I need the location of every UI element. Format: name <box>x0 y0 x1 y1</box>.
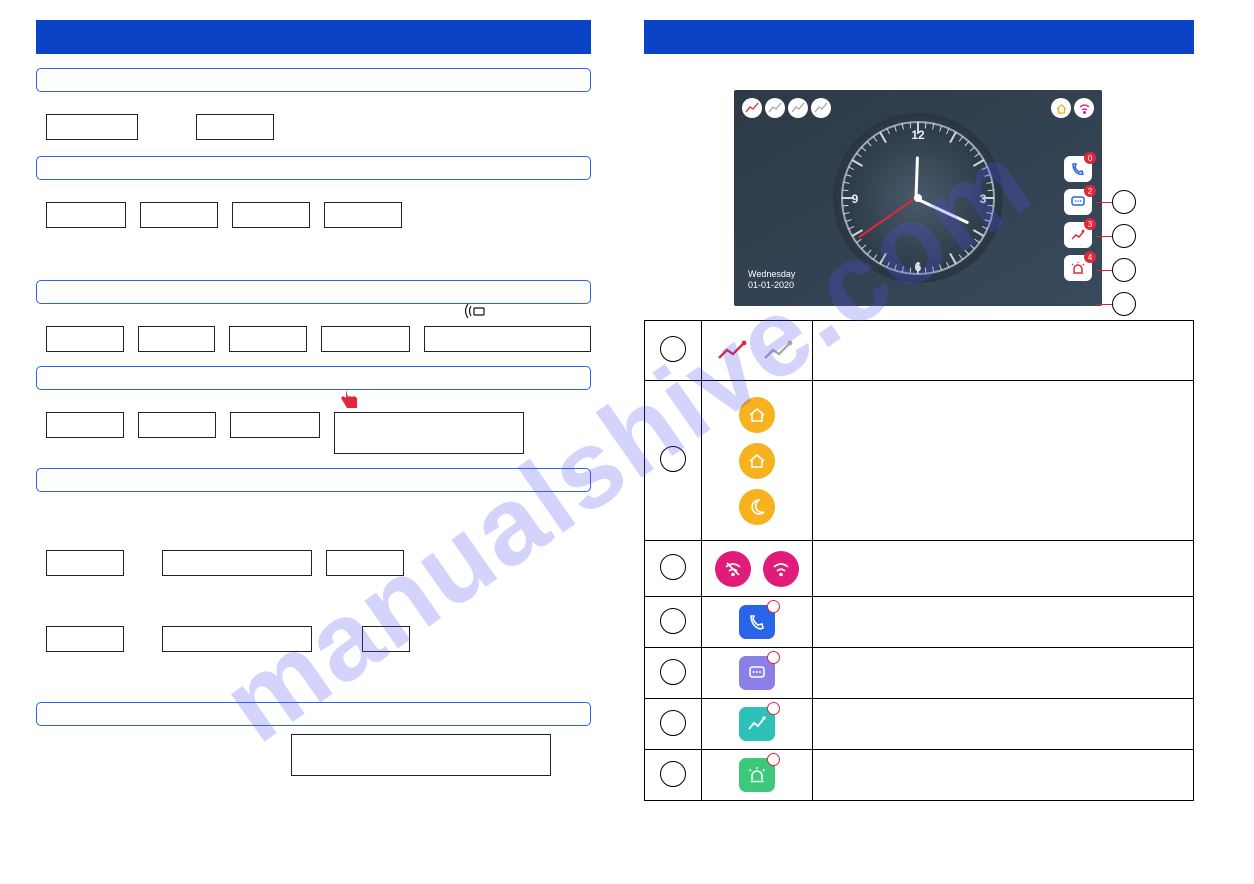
mode-icon <box>765 98 785 118</box>
section-header <box>36 366 591 390</box>
callout-7 <box>1112 292 1136 316</box>
section-header <box>36 68 591 92</box>
field[interactable] <box>424 326 591 352</box>
field[interactable] <box>46 114 138 140</box>
section-header <box>36 280 591 304</box>
side-phone-button[interactable]: 0 <box>1064 156 1092 182</box>
badge <box>767 651 780 664</box>
callout-5 <box>1112 224 1136 248</box>
legend-number <box>660 554 686 580</box>
badge <box>767 600 780 613</box>
field[interactable] <box>229 326 307 352</box>
field[interactable] <box>291 734 551 776</box>
left-banner <box>36 20 591 54</box>
wifi-icon <box>763 551 799 587</box>
side-run-button[interactable]: 3 <box>1064 222 1092 248</box>
side-alarm-button[interactable]: 4 <box>1064 255 1092 281</box>
analog-clock: 12 3 6 9 <box>833 113 1003 283</box>
mode-icon <box>811 98 831 118</box>
device-preview: 12 3 6 9 Wednesday 01-01-2020 0 <box>734 90 1102 306</box>
svg-text:3: 3 <box>980 192 987 206</box>
messages-tile[interactable] <box>739 656 775 690</box>
badge: 2 <box>1084 185 1096 197</box>
svg-text:6: 6 <box>915 260 922 274</box>
section-header <box>36 156 591 180</box>
tap-icon <box>341 390 359 410</box>
right-column: 12 3 6 9 Wednesday 01-01-2020 0 <box>644 20 1194 864</box>
badge: 0 <box>1084 152 1096 164</box>
field[interactable] <box>230 412 320 438</box>
badge: 3 <box>1084 218 1096 230</box>
wifi-icon <box>1074 98 1094 118</box>
scene-away-icon <box>739 443 775 479</box>
legend-number <box>660 336 686 362</box>
left-column <box>36 20 591 864</box>
legend-number <box>660 446 686 472</box>
section-header <box>36 702 591 726</box>
field[interactable] <box>326 550 404 576</box>
run-icon <box>763 340 797 362</box>
badge <box>767 753 780 766</box>
callout-4 <box>1112 190 1136 214</box>
calls-tile[interactable] <box>739 605 775 639</box>
mode-icon <box>742 98 762 118</box>
right-banner <box>644 20 1194 54</box>
svg-text:12: 12 <box>911 128 925 142</box>
badge: 4 <box>1084 251 1096 263</box>
svg-text:9: 9 <box>852 192 859 206</box>
field[interactable] <box>46 202 126 228</box>
legend-number <box>660 710 686 736</box>
field[interactable] <box>46 626 124 652</box>
field[interactable] <box>140 202 218 228</box>
field[interactable] <box>46 550 124 576</box>
device-date: Wednesday 01-01-2020 <box>748 269 795 292</box>
field[interactable] <box>362 626 410 652</box>
activity-tile[interactable] <box>739 707 775 741</box>
field[interactable] <box>138 326 216 352</box>
field[interactable] <box>232 202 310 228</box>
legend-number <box>660 761 686 787</box>
run-icon <box>717 340 751 362</box>
scene-home-icon <box>739 397 775 433</box>
callout-6 <box>1112 258 1136 282</box>
field[interactable] <box>46 326 124 352</box>
wifi-off-icon <box>715 551 751 587</box>
side-message-button[interactable]: 2 <box>1064 189 1092 215</box>
field[interactable] <box>321 326 410 352</box>
mode-icon <box>788 98 808 118</box>
legend-number <box>660 608 686 634</box>
icon-legend-table <box>644 320 1194 801</box>
field[interactable] <box>334 412 524 454</box>
field[interactable] <box>324 202 402 228</box>
field[interactable] <box>46 412 124 438</box>
field[interactable] <box>196 114 274 140</box>
scene-night-icon <box>739 489 775 525</box>
nfc-icon <box>465 302 491 320</box>
field[interactable] <box>162 550 312 576</box>
field[interactable] <box>138 412 216 438</box>
legend-number <box>660 659 686 685</box>
badge <box>767 702 780 715</box>
field[interactable] <box>162 626 312 652</box>
section-header <box>36 468 591 492</box>
alarm-tile[interactable] <box>739 758 775 792</box>
home-icon <box>1051 98 1071 118</box>
